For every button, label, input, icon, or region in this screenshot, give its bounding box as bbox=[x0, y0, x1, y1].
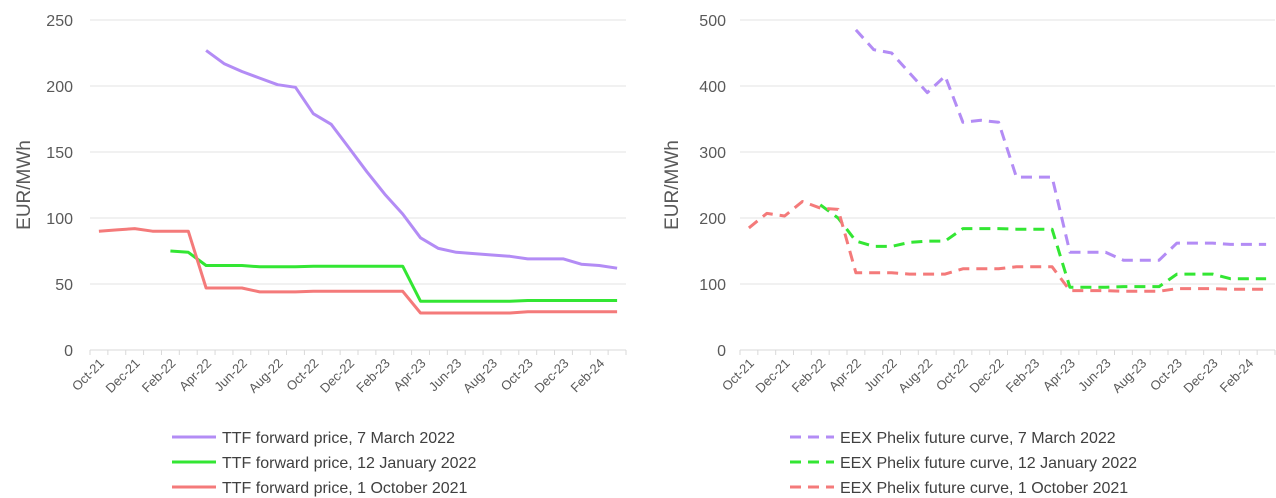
y-tick-label: 50 bbox=[55, 277, 73, 294]
x-tick-label: Jun-23 bbox=[426, 356, 465, 395]
x-tick-label: Dec-22 bbox=[317, 356, 357, 396]
x-tick-label: Jun-23 bbox=[1075, 356, 1114, 395]
x-tick-label: Feb-24 bbox=[568, 356, 608, 396]
x-tick-label: Feb-23 bbox=[353, 356, 393, 396]
legend-label: TTF forward price, 12 January 2022 bbox=[222, 455, 476, 472]
x-tick-label: Oct-22 bbox=[933, 356, 971, 394]
chart-1: 050100150200250Oct-21Dec-21Feb-22Apr-22J… bbox=[14, 13, 627, 497]
x-tick-label: Apr-22 bbox=[176, 356, 214, 394]
x-tick-label: Apr-23 bbox=[390, 356, 428, 394]
y-axis-label: EUR/MWh bbox=[14, 140, 35, 230]
x-tick-label: Dec-23 bbox=[1180, 356, 1220, 396]
y-tick-label: 0 bbox=[717, 343, 726, 360]
series-line bbox=[170, 249, 618, 303]
x-tick-label: Dec-22 bbox=[966, 356, 1006, 396]
y-tick-label: 300 bbox=[699, 145, 726, 162]
x-tick-label: Oct-23 bbox=[498, 356, 536, 394]
x-tick-label: Jun-22 bbox=[211, 356, 250, 395]
x-tick-label: Jun-22 bbox=[861, 356, 900, 395]
x-tick-label: Feb-24 bbox=[1217, 356, 1257, 396]
legend-label: EEX Phelix future curve, 7 March 2022 bbox=[840, 430, 1116, 447]
x-tick-label: Apr-22 bbox=[826, 356, 864, 394]
y-tick-label: 250 bbox=[46, 13, 73, 30]
series-line bbox=[205, 49, 618, 270]
x-tick-label: Aug-22 bbox=[245, 356, 285, 396]
legend-label: TTF forward price, 1 October 2021 bbox=[222, 480, 468, 497]
x-tick-label: Aug-22 bbox=[895, 356, 935, 396]
series-line bbox=[747, 200, 1267, 293]
x-tick-label: Oct-23 bbox=[1147, 356, 1185, 394]
y-tick-label: 500 bbox=[699, 13, 726, 30]
series-line bbox=[98, 227, 618, 315]
legend-label: TTF forward price, 7 March 2022 bbox=[222, 430, 455, 447]
y-tick-label: 200 bbox=[699, 211, 726, 228]
x-tick-label: Feb-22 bbox=[139, 356, 179, 396]
y-tick-label: 200 bbox=[46, 79, 73, 96]
y-tick-label: 100 bbox=[46, 211, 73, 228]
chart-2: 0 100 200 300 400 500 Oct-21Dec-21Feb-22Apr-22… bbox=[662, 13, 1276, 497]
x-tick-label: Feb-22 bbox=[789, 356, 829, 396]
x-tick-label: Oct-21 bbox=[719, 356, 757, 394]
y-tick-label: 400 bbox=[699, 79, 726, 96]
y-axis-label: EUR/MWh bbox=[662, 140, 683, 230]
x-tick-label: Oct-22 bbox=[283, 356, 321, 394]
x-tick-label: Aug-23 bbox=[1109, 356, 1149, 396]
x-tick-label: Apr-23 bbox=[1040, 356, 1078, 394]
x-tick-label: Feb-23 bbox=[1003, 356, 1043, 396]
x-tick-label: Aug-23 bbox=[460, 356, 500, 396]
legend-label: EEX Phelix future curve, 12 January 2022 bbox=[840, 455, 1137, 472]
y-tick-label: 0 bbox=[64, 343, 73, 360]
series-line bbox=[819, 203, 1267, 289]
series-line bbox=[854, 28, 1267, 262]
x-tick-label: Dec-23 bbox=[531, 356, 571, 396]
x-tick-label: Dec-21 bbox=[103, 356, 143, 396]
x-tick-label: Oct-21 bbox=[69, 356, 107, 394]
x-tick-label: Dec-21 bbox=[752, 356, 792, 396]
y-tick-label: 150 bbox=[46, 145, 73, 162]
y-tick-label: 100 bbox=[699, 277, 726, 294]
legend-label: EEX Phelix future curve, 1 October 2021 bbox=[840, 480, 1128, 497]
